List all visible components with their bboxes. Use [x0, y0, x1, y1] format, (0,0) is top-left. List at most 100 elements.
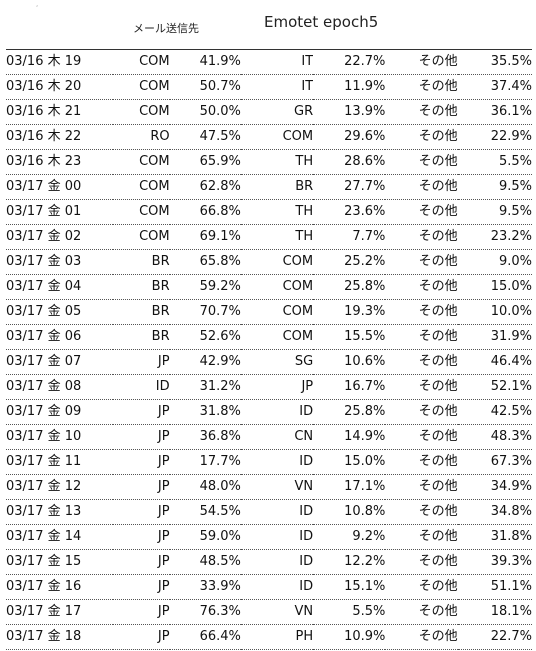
second-share-cell: 13.9% [313, 99, 386, 125]
time-cell: 03/17 金 13 [6, 499, 114, 525]
table-row: 03/17 金 07 JP 42.9% SG 10.6% その他 46.4% [6, 349, 532, 375]
second-destination-cell: BR [240, 174, 314, 200]
top-share-cell: 52.6% [169, 324, 241, 350]
table-row: 03/16 木 19 COM 41.9% IT 22.7% その他 35.5% [6, 49, 532, 75]
second-destination-cell: TH [240, 224, 314, 250]
second-share-cell: 15.1% [313, 574, 386, 600]
second-destination-cell: VN [240, 599, 314, 625]
top-share-cell: 66.8% [169, 199, 241, 225]
second-destination-cell: SG [240, 349, 314, 375]
top-destination-cell: ID [113, 374, 170, 400]
second-share-cell: 12.2% [313, 549, 386, 575]
top-share-cell: 50.7% [169, 74, 241, 100]
other-share-cell: 39.3% [457, 549, 532, 575]
top-destination-cell: COM [113, 74, 170, 100]
second-share-cell: 25.8% [313, 274, 386, 300]
table-row: 03/16 木 23 COM 65.9% TH 28.6% その他 5.5% [6, 149, 532, 175]
time-cell: 03/17 金 15 [6, 549, 114, 575]
time-cell: 03/17 金 18 [6, 624, 114, 650]
table-body: 03/16 木 19 COM 41.9% IT 22.7% その他 35.5% 03/16 木… [6, 49, 532, 650]
top-share-cell: 31.8% [169, 399, 241, 425]
other-label-cell: その他 [385, 349, 458, 375]
top-share-cell: 69.1% [169, 224, 241, 250]
second-destination-cell: TH [240, 149, 314, 175]
top-destination-cell: RO [113, 124, 170, 150]
top-share-cell: 48.5% [169, 549, 241, 575]
other-share-cell: 9.5% [457, 199, 532, 225]
top-destination-cell: JP [113, 549, 170, 575]
table-row: 03/17 金 05 BR 70.7% COM 19.3% その他 10.0% [6, 299, 532, 325]
other-share-cell: 18.1% [457, 599, 532, 625]
table-row: 03/17 金 11 JP 17.7% ID 15.0% その他 67.3% [6, 449, 532, 475]
other-share-cell: 22.7% [457, 624, 532, 650]
table-row: 03/16 木 20 COM 50.7% IT 11.9% その他 37.4% [6, 74, 532, 100]
sheet-title: Emotet epoch5 [264, 13, 379, 31]
top-share-cell: 41.9% [169, 49, 241, 75]
top-destination-cell: BR [113, 299, 170, 325]
second-share-cell: 29.6% [313, 124, 386, 150]
second-destination-cell: IT [240, 74, 314, 100]
top-share-cell: 31.2% [169, 374, 241, 400]
second-destination-cell: COM [240, 249, 314, 275]
table-row: 03/16 木 22 RO 47.5% COM 29.6% その他 22.9% [6, 124, 532, 150]
second-destination-cell: ID [240, 549, 314, 575]
time-cell: 03/17 金 06 [6, 324, 114, 350]
table-row: 03/17 金 14 JP 59.0% ID 9.2% その他 31.8% [6, 524, 532, 550]
other-label-cell: その他 [385, 74, 458, 100]
top-share-cell: 76.3% [169, 599, 241, 625]
top-destination-cell: COM [113, 199, 170, 225]
top-share-cell: 50.0% [169, 99, 241, 125]
other-share-cell: 46.4% [457, 349, 532, 375]
top-destination-cell: JP [113, 424, 170, 450]
top-destination-cell: JP [113, 599, 170, 625]
second-destination-cell: TH [240, 199, 314, 225]
other-label-cell: その他 [385, 149, 458, 175]
other-label-cell: その他 [385, 624, 458, 650]
second-share-cell: 10.6% [313, 349, 386, 375]
top-share-cell: 70.7% [169, 299, 241, 325]
top-destination-cell: JP [113, 349, 170, 375]
other-label-cell: その他 [385, 524, 458, 550]
other-label-cell: その他 [385, 424, 458, 450]
table-row: 03/17 金 18 JP 66.4% PH 10.9% その他 22.7% [6, 624, 532, 650]
other-label-cell: その他 [385, 49, 458, 75]
other-label-cell: その他 [385, 174, 458, 200]
top-share-cell: 36.8% [169, 424, 241, 450]
other-share-cell: 51.1% [457, 574, 532, 600]
top-destination-cell: BR [113, 324, 170, 350]
table-row: 03/17 金 02 COM 69.1% TH 7.7% その他 23.2% [6, 224, 532, 250]
second-destination-cell: COM [240, 324, 314, 350]
time-cell: 03/16 木 19 [6, 49, 114, 75]
other-label-cell: その他 [385, 249, 458, 275]
second-share-cell: 28.6% [313, 149, 386, 175]
top-share-cell: 62.8% [169, 174, 241, 200]
second-destination-cell: ID [240, 574, 314, 600]
other-label-cell: その他 [385, 574, 458, 600]
time-cell: 03/17 金 03 [6, 249, 114, 275]
other-share-cell: 34.9% [457, 474, 532, 500]
other-share-cell: 48.3% [457, 424, 532, 450]
other-label-cell: その他 [385, 449, 458, 475]
table-row: 03/17 金 17 JP 76.3% VN 5.5% その他 18.1% [6, 599, 532, 625]
other-share-cell: 37.4% [457, 74, 532, 100]
second-destination-cell: ID [240, 524, 314, 550]
other-share-cell: 31.9% [457, 324, 532, 350]
second-share-cell: 11.9% [313, 74, 386, 100]
table-row: 03/17 金 04 BR 59.2% COM 25.8% その他 15.0% [6, 274, 532, 300]
second-share-cell: 9.2% [313, 524, 386, 550]
time-cell: 03/17 金 10 [6, 424, 114, 450]
second-destination-cell: IT [240, 49, 314, 75]
time-cell: 03/16 木 23 [6, 149, 114, 175]
second-share-cell: 15.0% [313, 449, 386, 475]
time-cell: 03/17 金 00 [6, 174, 114, 200]
top-share-cell: 65.8% [169, 249, 241, 275]
second-share-cell: 22.7% [313, 49, 386, 75]
time-cell: 03/16 木 20 [6, 74, 114, 100]
table-row: 03/17 金 15 JP 48.5% ID 12.2% その他 39.3% [6, 549, 532, 575]
other-share-cell: 15.0% [457, 274, 532, 300]
top-destination-cell: JP [113, 624, 170, 650]
other-share-cell: 31.8% [457, 524, 532, 550]
second-share-cell: 7.7% [313, 224, 386, 250]
second-share-cell: 25.8% [313, 399, 386, 425]
time-cell: 03/17 金 09 [6, 399, 114, 425]
